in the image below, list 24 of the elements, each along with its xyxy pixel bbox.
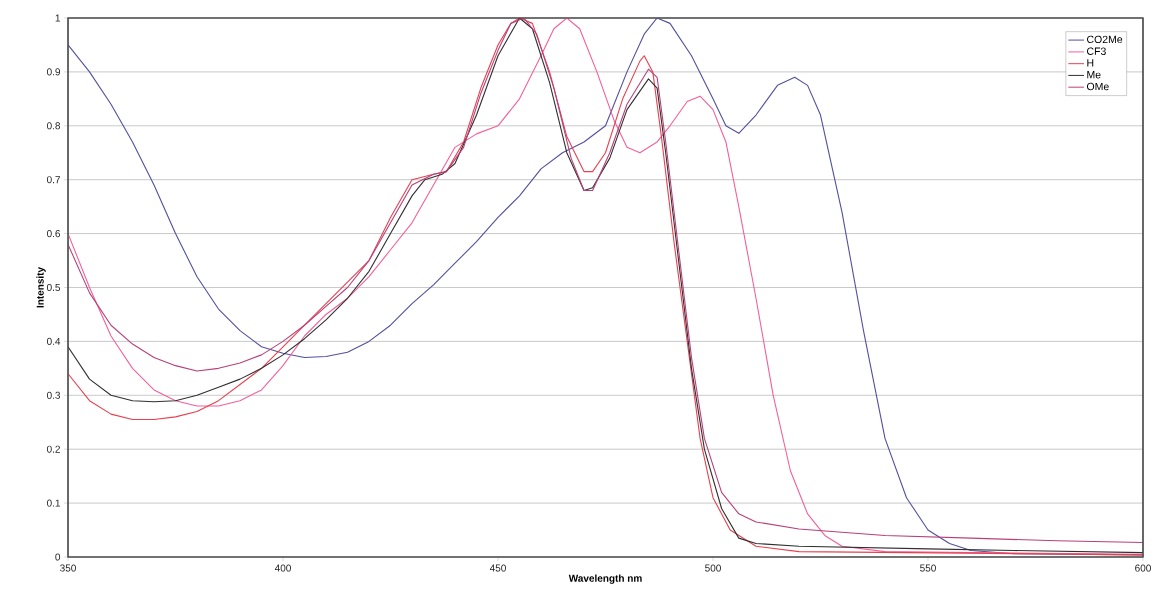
legend-label: H xyxy=(1087,59,1094,67)
x-tick-label: 500 xyxy=(705,564,721,572)
x-tick-label: 600 xyxy=(1135,564,1151,572)
x-tick-label: 450 xyxy=(489,564,506,572)
legend-label: CO2Me xyxy=(1087,35,1123,44)
y-tick-label: 0.3 xyxy=(46,391,61,399)
y-tick-label: 0.1 xyxy=(46,499,60,507)
y-tick-label: 0.2 xyxy=(46,445,60,453)
x-tick-label: 550 xyxy=(920,564,936,572)
y-tick-label: 0.8 xyxy=(46,122,61,130)
y-tick-label: 0 xyxy=(55,553,61,561)
y-tick-label: 0.9 xyxy=(46,68,61,76)
y-tick-label: 0.6 xyxy=(46,230,61,238)
x-tick-label: 350 xyxy=(60,564,76,572)
y-tick-label: 0.5 xyxy=(46,283,61,292)
legend-label: CF3 xyxy=(1087,47,1106,55)
legend-label: Me xyxy=(1087,71,1101,79)
y-tick-label: 0.7 xyxy=(46,176,60,184)
x-tick-label: 400 xyxy=(274,564,291,572)
y-tick-label: 1 xyxy=(55,14,60,22)
y-axis-title: Intensity xyxy=(36,266,46,308)
y-tick-label: 0.4 xyxy=(46,337,61,345)
legend-label: OMe xyxy=(1086,82,1109,91)
x-axis-title: Wavelength nm xyxy=(568,574,642,584)
